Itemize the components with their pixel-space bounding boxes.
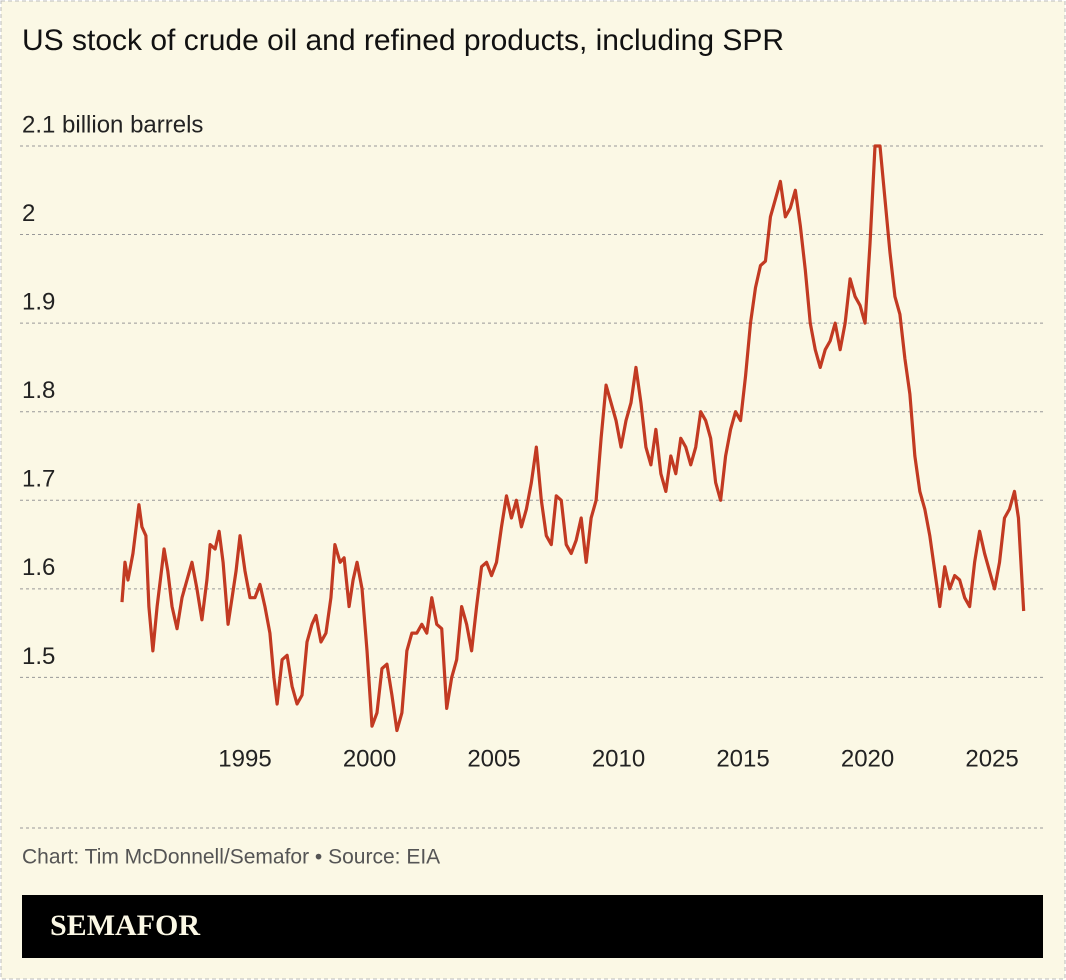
x-tick-label: 2005 (467, 745, 520, 772)
x-tick-label: 2015 (716, 745, 769, 772)
y-tick-label: 1.5 (22, 643, 55, 670)
x-tick-label: 2020 (841, 745, 894, 772)
x-tick-label: 2010 (592, 745, 645, 772)
x-tick-label: 2000 (343, 745, 396, 772)
y-tick-label: 1.9 (22, 288, 55, 315)
source: Chart: Tim McDonnell/Semafor • Source: E… (22, 846, 440, 869)
brand-logo: SEMAFOR (50, 909, 200, 942)
data-line (120, 144, 1026, 733)
y-tick-label: 1.8 (22, 377, 55, 404)
y-tick-label: 2.1 billion barrels (22, 111, 203, 138)
x-tick-label: 1995 (218, 745, 271, 772)
y-tick-label: 1.7 (22, 466, 55, 493)
y-tick-label: 1.6 (22, 554, 55, 581)
y-tick-label: 2 (22, 200, 35, 227)
brand-bar (22, 895, 1043, 958)
chart-title: US stock of crude oil and refined produc… (22, 24, 784, 57)
x-tick-label: 2025 (965, 745, 1018, 772)
